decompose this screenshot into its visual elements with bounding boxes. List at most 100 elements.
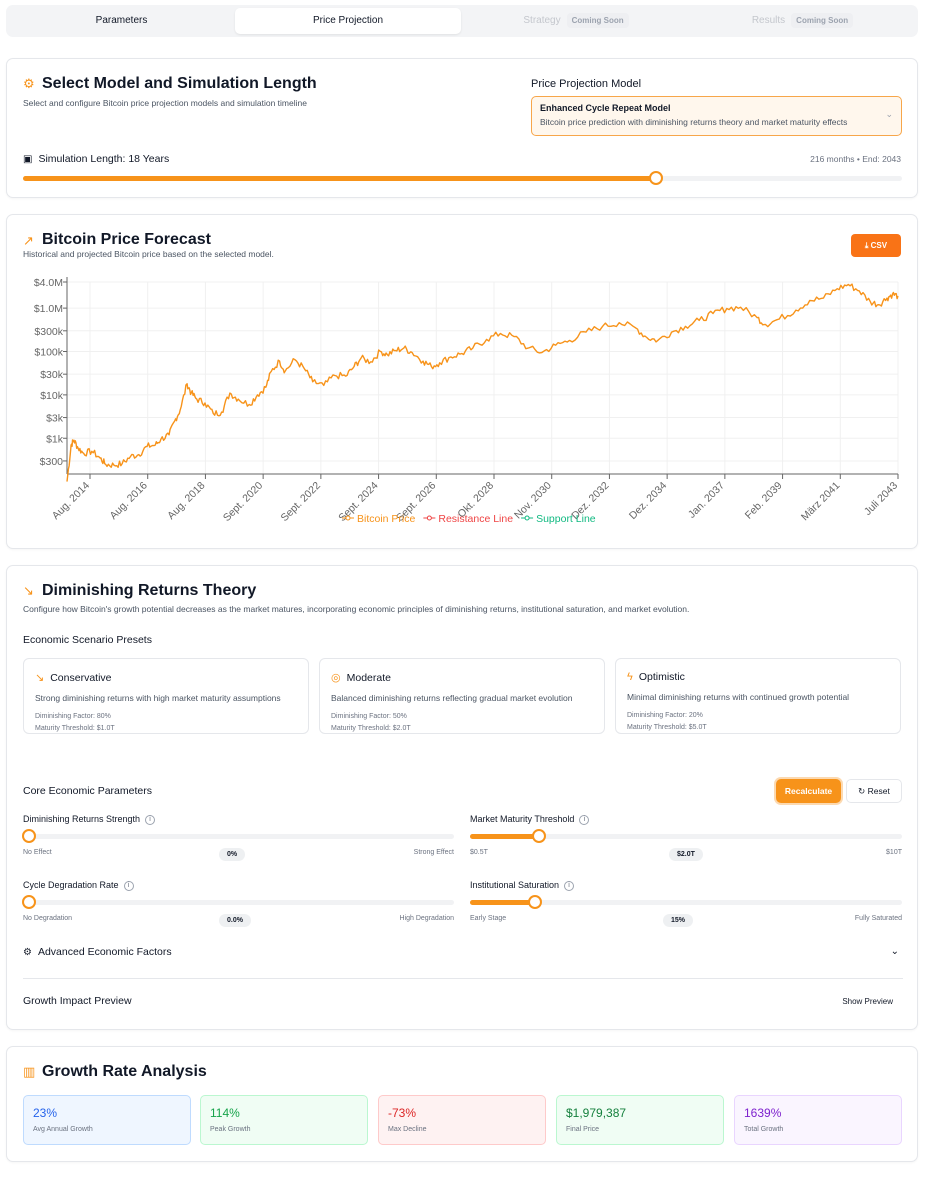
price-chart: $300 $1k $3k $10k $30k $100k $300k $1.0M $4.0M Au… <box>34 277 900 525</box>
slider-value: $2.0T <box>669 848 703 861</box>
institutional-saturation-slider[interactable] <box>470 895 902 909</box>
param-label-text: Diminishing Returns Strength <box>23 814 141 824</box>
legend-label: Bitcoin Price <box>357 513 416 525</box>
stat-peak-growth: 114% Peak Growth <box>200 1095 368 1145</box>
trending-down-icon: ↘ <box>23 583 34 598</box>
chevron-down-icon: ⌄ <box>885 109 893 119</box>
card-title: Diminishing Returns Theory <box>42 582 257 599</box>
stat-value: $1,979,387 <box>566 1106 627 1120</box>
y-tick-label: $3k <box>46 413 64 425</box>
x-tick-label: März 2041 <box>799 480 843 524</box>
stat-max-decline: -73% Max Decline <box>378 1095 546 1145</box>
model-description: Bitcoin price prediction with diminishin… <box>540 117 848 127</box>
preset-factor: Diminishing Factor: 20% <box>627 712 703 719</box>
param-label: Diminishing Returns Strength i <box>23 814 156 825</box>
info-icon[interactable]: i <box>145 814 156 825</box>
simulation-info: 216 months • End: 2043 <box>810 154 901 164</box>
preset-conservative[interactable]: ↘ Conservative Strong diminishing returns… <box>23 658 309 734</box>
model-select[interactable]: Enhanced Cycle Repeat Model Bitcoin pric… <box>531 96 902 136</box>
stat-label: Final Price <box>566 1126 600 1133</box>
x-tick-label: Jan. 2037 <box>686 480 727 521</box>
trending-down-icon: ↘ <box>35 672 45 684</box>
slider-max-label: Fully Saturated <box>854 915 902 922</box>
y-tick-label: $10k <box>40 390 64 402</box>
stat-total-growth: 1639% Total Growth <box>734 1095 902 1145</box>
slider-thumb[interactable] <box>648 171 663 185</box>
simulation-length-text: Simulation Length: 18 Years <box>38 153 170 165</box>
preset-description: Strong diminishing returns with high mar… <box>35 693 281 703</box>
tab-label: Price Projection <box>312 15 384 26</box>
preset-optimistic[interactable]: ϟ Optimistic Minimal diminishing returns … <box>615 658 901 734</box>
stat-value: -73% <box>388 1106 417 1120</box>
core-parameters-label: Core Economic Parameters <box>23 785 152 797</box>
preset-description: Balanced diminishing returns reflecting … <box>331 693 573 703</box>
slider-thumb[interactable] <box>532 829 547 843</box>
legend-marker <box>345 515 351 521</box>
divider <box>23 978 903 979</box>
y-tick-label: $4.0M <box>34 277 63 289</box>
x-tick-label: Feb. 2039 <box>743 480 785 522</box>
stat-value: 23% <box>33 1106 58 1120</box>
param-label: Cycle Degradation Rate i <box>23 880 134 891</box>
legend-marker <box>524 515 530 521</box>
gear-icon: ⚙ <box>23 947 32 958</box>
tab-strategy: Strategy Coming Soon <box>463 8 689 34</box>
gear-icon: ⚙ <box>23 76 35 91</box>
preset-title: Conservative <box>50 672 112 684</box>
show-preview-button[interactable]: Show Preview <box>842 997 893 1006</box>
preset-title: Moderate <box>346 672 391 684</box>
info-icon[interactable]: i <box>564 880 575 891</box>
y-tick-label: $1.0M <box>34 303 63 315</box>
diminishing-strength-slider[interactable] <box>22 829 454 843</box>
y-tick-label: $300k <box>34 326 63 338</box>
info-icon[interactable]: i <box>123 880 134 891</box>
recalculate-button[interactable]: Recalculate <box>776 779 841 803</box>
card-title: Bitcoin Price Forecast <box>42 231 211 248</box>
stat-label: Peak Growth <box>210 1126 251 1133</box>
preset-factor: Diminishing Factor: 80% <box>35 713 111 720</box>
card-subtitle: Configure how Bitcoin's growth potential… <box>23 604 690 614</box>
series-line-bitcoin-price <box>66 283 899 482</box>
param-label-text: Institutional Saturation <box>470 880 560 890</box>
preset-threshold: Maturity Threshold: $5.0T <box>627 724 707 731</box>
x-tick-label: Aug. 2016 <box>107 480 149 522</box>
advanced-factors-toggle[interactable]: ⚙ Advanced Economic Factors <box>23 946 172 958</box>
simulation-length-slider[interactable] <box>23 171 902 185</box>
param-label: Market Maturity Threshold i <box>470 814 590 825</box>
lightning-icon: ϟ <box>627 671 633 683</box>
simulation-length-label: ▣ Simulation Length: 18 Years <box>23 153 169 165</box>
x-tick-label: Aug. 2014 <box>50 480 92 522</box>
slider-min-label: $0.5T <box>470 849 488 856</box>
slider-max-label: Strong Effect <box>413 849 454 856</box>
slider-value: 0% <box>219 848 246 861</box>
growth-analysis-card: ▥ Growth Rate Analysis 23% Avg Annual Gro… <box>6 1046 918 1162</box>
slider-thumb[interactable] <box>527 895 542 909</box>
chevron-down-icon[interactable]: ⌄ <box>890 946 899 957</box>
preset-threshold: Maturity Threshold: $1.0T <box>35 725 115 732</box>
maturity-threshold-slider[interactable] <box>470 829 902 843</box>
tab-parameters[interactable]: Parameters <box>10 8 233 34</box>
model-name: Enhanced Cycle Repeat Model <box>540 103 671 113</box>
slider-thumb[interactable] <box>22 829 36 843</box>
price-forecast-card: $300 $1k $3k $10k $30k $100k $300k $1.0M $4.0M Au… <box>6 214 918 549</box>
slider-fill <box>23 176 656 181</box>
x-tick-label: Juli 2043 <box>862 480 900 518</box>
info-icon[interactable]: i <box>579 814 590 825</box>
cycle-degradation-slider[interactable] <box>22 895 454 909</box>
csv-label: CSV <box>870 241 888 250</box>
model-selection-card: ⚙ Select Model and Simulation Length Sel… <box>6 58 918 198</box>
stat-label: Avg Annual Growth <box>33 1126 93 1133</box>
preset-moderate[interactable]: ◎ Moderate Balanced diminishing returns r… <box>319 658 605 734</box>
slider-thumb[interactable] <box>22 895 36 909</box>
x-tick-label: Aug. 2018 <box>165 480 207 522</box>
csv-download-button[interactable]: ⤓ CSV <box>851 234 901 257</box>
tab-price-projection[interactable]: Price Projection <box>235 8 461 34</box>
reset-button[interactable]: ↻ Reset <box>846 779 902 803</box>
y-tick-label: $300 <box>40 456 64 468</box>
presets-label: Economic Scenario Presets <box>23 634 152 646</box>
slider-fill <box>470 900 535 905</box>
param-label: Institutional Saturation i <box>470 880 575 891</box>
reset-icon: ↻ <box>858 786 868 796</box>
stat-avg-annual-growth: 23% Avg Annual Growth <box>23 1095 191 1145</box>
card-title: Select Model and Simulation Length <box>42 75 317 92</box>
